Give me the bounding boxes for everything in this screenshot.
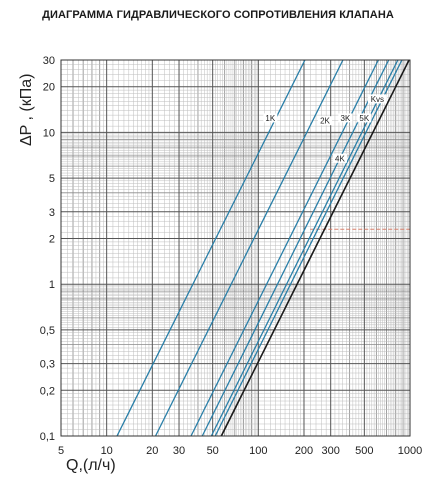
plot-frame <box>60 59 411 437</box>
y-tick-label: 3 <box>49 207 55 219</box>
x-tick-labels: 5 10 20 30 50 100 200 300 500 1000 <box>58 445 422 457</box>
x-tick-label: 5 <box>58 445 64 457</box>
curve-label-bg <box>332 153 347 163</box>
y-tick-label: 5 <box>49 173 55 185</box>
curve-3k-upper <box>374 59 390 89</box>
curves <box>116 59 410 437</box>
curve-1k <box>116 87 292 437</box>
y-axis-label: ΔP , (кПа) <box>18 74 35 146</box>
curve-label-4k: 4K <box>335 154 345 163</box>
curve-1k-upper <box>290 59 306 89</box>
curve-unlabeled <box>154 87 330 437</box>
curve-label-3k: 3K <box>341 114 351 123</box>
curve-unlabeled-upper <box>328 59 344 89</box>
curve-4k <box>210 87 385 437</box>
curve-2k-upper <box>363 59 379 89</box>
curve-kvs-upper <box>394 59 410 89</box>
curve-labels: 1K 2K 3K 4K 5K Kvs <box>263 94 387 163</box>
curve-5k-upper <box>387 59 403 89</box>
curve-label-bg <box>367 94 387 104</box>
plot-border <box>60 59 411 437</box>
y-tick-label: 10 <box>43 127 55 139</box>
x-tick-label: 300 <box>322 445 340 457</box>
y-tick-label: 1 <box>49 279 55 291</box>
curve-4k-upper <box>383 59 399 89</box>
y-tick-label: 0,5 <box>40 325 55 337</box>
y-tick-label: 20 <box>43 82 55 94</box>
y-tick-label: 0,3 <box>40 359 55 371</box>
x-tick-label: 10 <box>101 445 113 457</box>
curve-kvs <box>220 87 396 437</box>
curve-label-2k: 2K <box>320 117 330 126</box>
curve-5k <box>214 87 389 437</box>
curve-label-bg <box>338 113 353 123</box>
curve-label-bg <box>357 113 372 123</box>
curve-label-5k: 5K <box>359 114 369 123</box>
y-tick-label: 0,1 <box>40 431 55 443</box>
curve-2k <box>190 87 365 437</box>
x-tick-label: 50 <box>207 445 219 457</box>
curve-label-bg <box>263 113 278 123</box>
curve-3k <box>201 87 376 437</box>
x-tick-label: 30 <box>173 445 185 457</box>
y-tick-label: 2 <box>49 234 55 246</box>
x-tick-label: 500 <box>355 445 373 457</box>
x-tick-label: 100 <box>249 445 267 457</box>
curve-label-1k: 1K <box>265 114 275 123</box>
x-tick-label: 20 <box>146 445 158 457</box>
y-tick-label: 30 <box>43 55 55 67</box>
y-tick-labels: 0,1 0,2 0,3 0,5 1 2 3 5 10 20 30 <box>40 55 55 443</box>
x-tick-label: 1000 <box>398 445 422 457</box>
x-tick-label: 200 <box>295 445 313 457</box>
x-axis-label: Q,(л/ч) <box>66 457 116 474</box>
chart-title: ДИАГРАММА ГИДРАВЛИЧЕСКОГО СОПРОТИВЛЕНИЯ … <box>42 9 394 21</box>
y-tick-label: 0,2 <box>40 385 55 397</box>
curve-label-kvs: Kvs <box>371 95 384 104</box>
curve-label-bg <box>318 116 332 126</box>
